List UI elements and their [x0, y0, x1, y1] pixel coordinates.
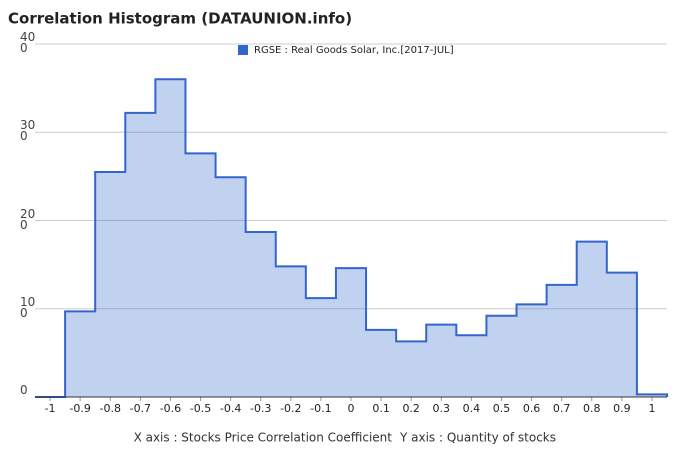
x-tick-label: 0.9	[613, 402, 631, 415]
x-tick-label: -0.6	[160, 402, 181, 415]
x-tick-label: -0.3	[250, 402, 271, 415]
legend-swatch	[238, 45, 248, 55]
bar	[305, 298, 336, 397]
bar	[245, 231, 276, 397]
x-tick-label: 0.2	[402, 402, 420, 415]
y-tick-label: 100	[20, 294, 36, 320]
bar	[426, 324, 457, 397]
x-axis-label: X axis : Stocks Price Correlation Coeffi…	[134, 431, 393, 445]
x-tick-label: 0	[348, 402, 355, 415]
bar	[335, 268, 367, 397]
x-tick-label: 0.4	[463, 402, 481, 415]
bar	[125, 112, 156, 398]
y-tick-label: 0	[20, 383, 28, 397]
x-tick-label: -0.5	[190, 402, 211, 415]
bar	[456, 335, 487, 397]
x-tick-label: 0.6	[523, 402, 541, 415]
bar	[516, 304, 547, 397]
x-tick-label: 0.7	[553, 402, 571, 415]
x-tick-label: -0.1	[310, 402, 331, 415]
bar	[65, 311, 96, 397]
x-tick-label: 1	[648, 402, 655, 415]
bar	[576, 241, 607, 397]
y-tick-label: 300	[20, 118, 36, 144]
bar	[486, 315, 517, 397]
bar	[95, 171, 126, 397]
chart-title: Correlation Histogram (DATAUNION.info)	[8, 10, 352, 28]
histogram-outline	[35, 78, 668, 398]
legend-label: RGSE : Real Goods Solar, Inc.[2017-JUL]	[254, 45, 454, 56]
bar	[546, 284, 577, 397]
bar	[606, 272, 637, 397]
bar	[215, 177, 246, 397]
bar	[155, 79, 186, 398]
bar	[185, 153, 216, 397]
x-tick-label: -0.2	[280, 402, 301, 415]
x-tick-label: 0.8	[583, 402, 601, 415]
y-tick-label: 400	[20, 30, 36, 55]
x-tick-label: -0.9	[69, 402, 90, 415]
bar	[275, 266, 306, 397]
x-tick-label: -0.8	[100, 402, 121, 415]
y-tick-label: 200	[20, 206, 36, 232]
x-tick-label: 0.5	[493, 402, 511, 415]
x-tick-label: 0.3	[433, 402, 451, 415]
bar	[396, 341, 427, 397]
x-tick-label: 0.1	[372, 402, 390, 415]
x-tick-label: -0.7	[130, 402, 151, 415]
bar	[366, 329, 397, 397]
x-tick-label: -0.4	[220, 402, 241, 415]
bar	[636, 394, 667, 397]
x-tick-label: -1	[45, 402, 56, 415]
y-axis-label: Y axis : Quantity of stocks	[399, 431, 556, 445]
